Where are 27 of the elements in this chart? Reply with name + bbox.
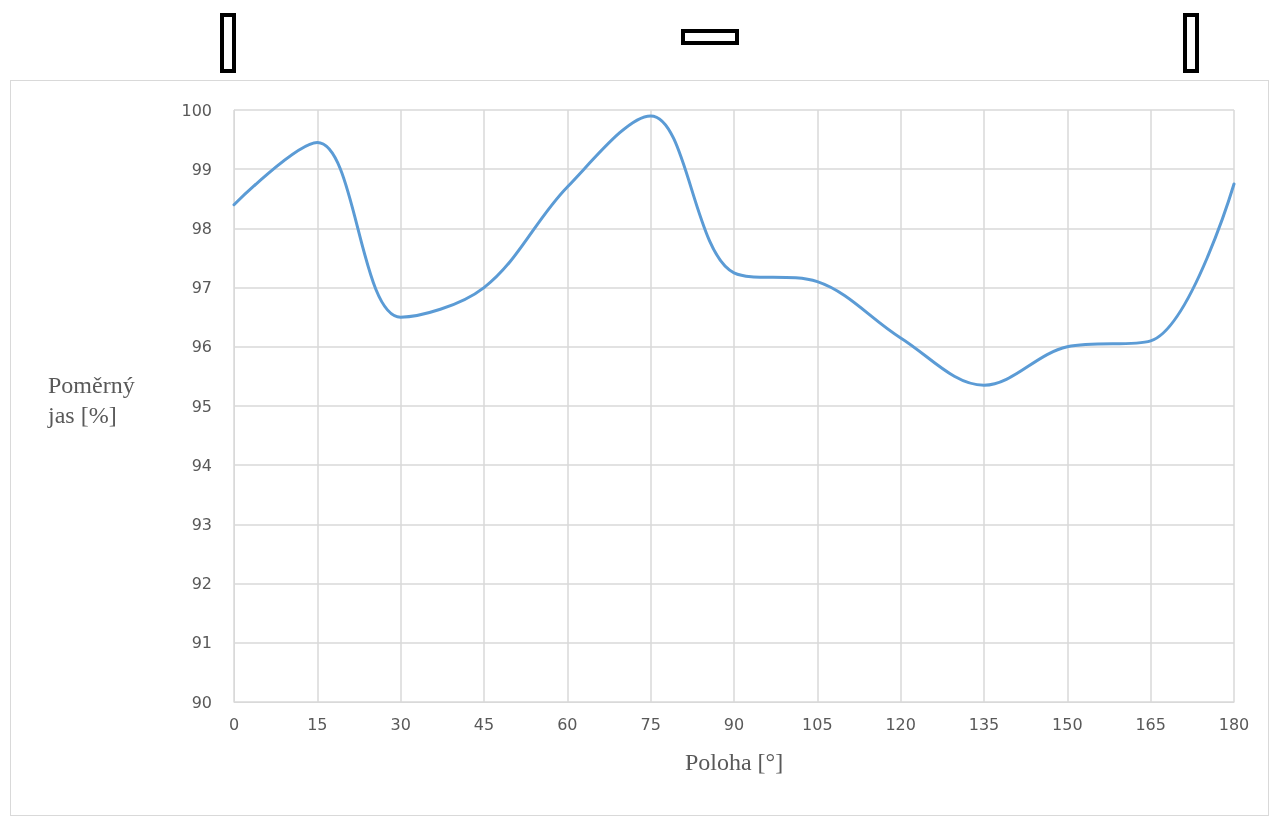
x-tick-label: 0 (228, 714, 240, 734)
y-tick-label: 91 (191, 633, 212, 653)
y-tick-label: 100 (181, 100, 212, 120)
y-tick-label: 98 (191, 218, 212, 238)
x-tick-label: 15 (307, 714, 328, 734)
x-tick-label: 90 (723, 714, 745, 734)
y-axis-title: Poměrný jas [%] (47, 372, 135, 428)
y-tick-label: 93 (191, 514, 212, 534)
y-tick-label: 96 (191, 337, 212, 357)
x-tick-label: 165 (1135, 714, 1166, 734)
x-tick-label: 45 (473, 714, 495, 734)
y-tick-label: 92 (191, 574, 212, 594)
x-axis-title: Poloha [°] (684, 749, 784, 775)
x-tick-label: 135 (968, 714, 1000, 734)
x-tick-label: 75 (640, 714, 661, 734)
y-tick-label: 95 (191, 396, 212, 416)
x-tick-label: 180 (1218, 714, 1250, 734)
x-tick-label: 105 (802, 714, 833, 734)
x-tick-label: 150 (1052, 714, 1083, 734)
y-tick-label: 94 (191, 455, 212, 475)
x-tick-label: 120 (885, 714, 916, 734)
y-tick-label: 90 (191, 692, 212, 712)
x-tick-label: 30 (390, 714, 411, 734)
x-tick-label: 60 (557, 714, 578, 734)
line-series (232, 114, 1236, 387)
y-tick-label: 99 (191, 159, 212, 179)
y-tick-label: 97 (191, 278, 212, 298)
